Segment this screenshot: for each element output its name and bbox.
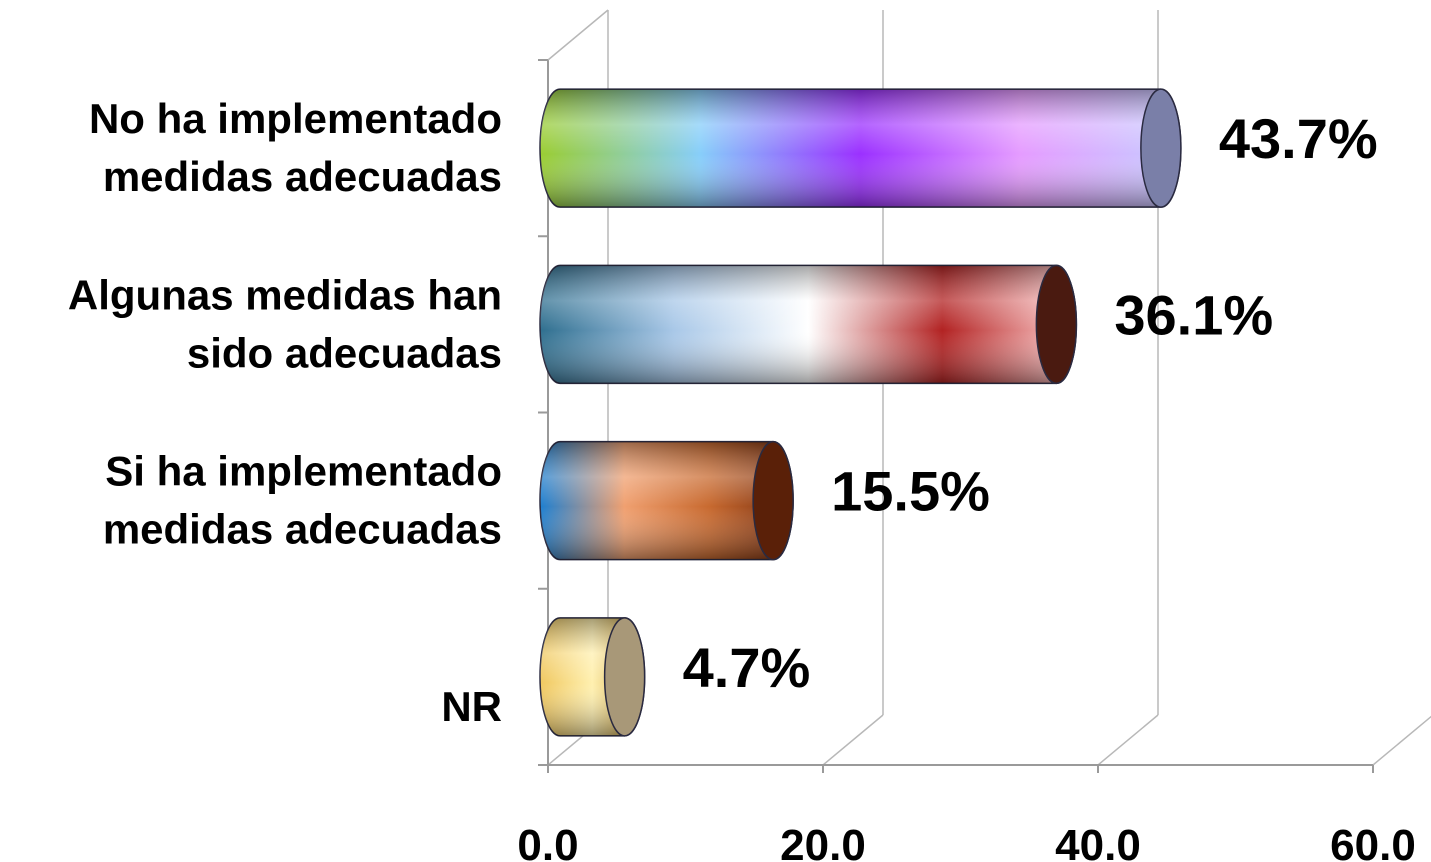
bar-shading [540, 265, 1077, 384]
bar-end-cap [603, 617, 646, 737]
floor-gridline [822, 714, 884, 766]
bar-end-cap [752, 440, 794, 561]
wall-top-edge [547, 9, 609, 61]
x-tick-label: 60.0 [1330, 821, 1416, 862]
floor-gridline [1097, 714, 1159, 766]
bar-layer [539, 88, 1182, 737]
bar-end-cap [1035, 264, 1078, 385]
floor-gridline [1372, 715, 1431, 766]
bar-shading [540, 89, 1181, 208]
bar [539, 264, 1078, 385]
category-label: medidas adecuadas [103, 153, 502, 200]
data-label: 36.1% [1114, 283, 1273, 346]
bar [539, 88, 1182, 208]
category-label: medidas adecuadas [103, 506, 502, 553]
bar-end-cap [1140, 88, 1182, 208]
category-label: Algunas medidas han [68, 271, 502, 318]
data-label: 15.5% [831, 460, 990, 523]
bar-shading [540, 441, 794, 560]
x-tick-label: 0.0 [517, 821, 578, 862]
data-label: 43.7% [1219, 107, 1378, 170]
x-tick-label: 40.0 [1055, 821, 1141, 862]
data-label: 4.7% [683, 636, 811, 699]
category-label: No ha implementado [89, 95, 502, 142]
category-label: sido adecuadas [187, 329, 502, 376]
x-tick-label: 20.0 [780, 821, 866, 862]
label-layer: 0.0 20.0 40.0 60.0 43.7% No ha implementado me… [68, 95, 1416, 862]
category-label: NR [441, 683, 502, 730]
bar [539, 440, 794, 561]
bar [539, 617, 646, 737]
category-label: Si ha implementado [105, 448, 502, 495]
